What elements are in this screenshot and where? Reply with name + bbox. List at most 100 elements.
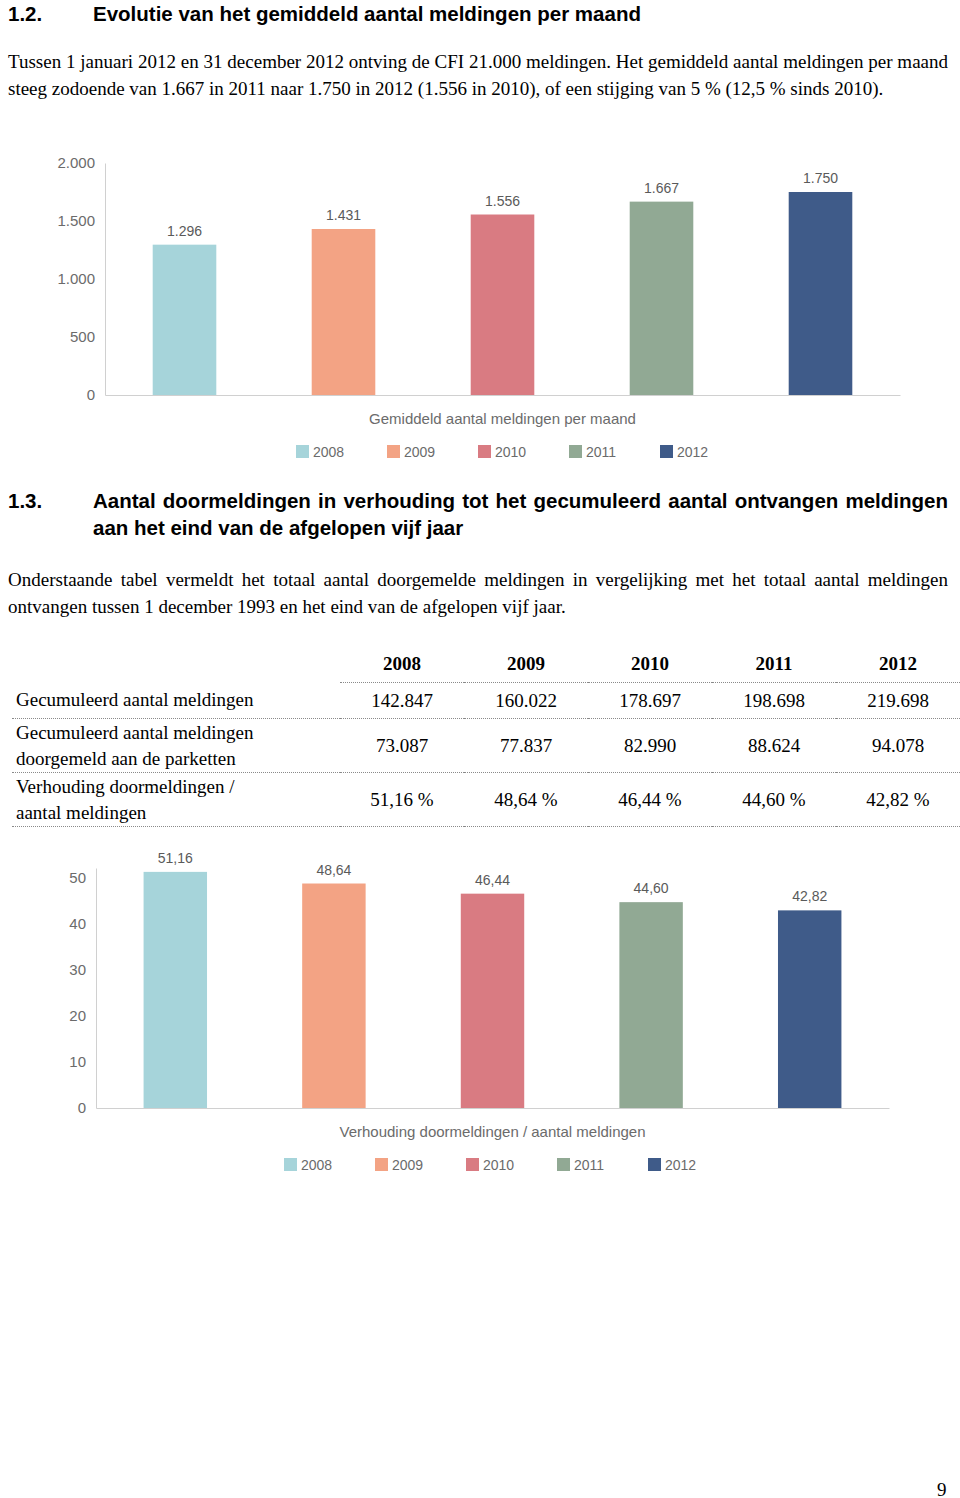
legend-item: 2011 <box>557 1157 604 1173</box>
tick: 2.000 <box>57 154 105 171</box>
bar <box>630 202 694 395</box>
y-axis: 0 500 1.000 1.500 2.000 <box>57 154 105 403</box>
tick: 1.500 <box>57 212 105 229</box>
page-number: 9 <box>937 1476 947 1498</box>
legend: 2008 2009 2010 2011 2012 <box>284 1157 696 1173</box>
tick-label: 0 <box>87 386 95 403</box>
legend-swatch <box>557 1158 570 1171</box>
legend-label: 2009 <box>404 444 435 460</box>
data-labels: 51,1648,6446,4444,6042,82 <box>158 850 828 904</box>
legend-label: 2011 <box>574 1157 604 1173</box>
data-table: 20082009201020112012 Gecumuleerd aantal m… <box>12 646 960 827</box>
data-label: 1.431 <box>326 207 361 223</box>
charts-canvas: 05001.0001.5002.0001.2961.4311.5561.6671… <box>0 0 960 1498</box>
label-line: Gecumuleerd aantal meldingen <box>16 720 340 746</box>
tick: 30 <box>69 961 96 978</box>
tick-label: 2.000 <box>57 154 95 171</box>
axis-line <box>96 869 97 1109</box>
bar <box>302 884 365 1108</box>
data-label: 51,16 <box>158 850 193 866</box>
table-row-label: Gecumuleerd aantal meldingendoorgemeld a… <box>12 719 340 773</box>
table-cell: 160.022 <box>464 683 588 719</box>
bars <box>144 872 842 1108</box>
table-cell: 77.837 <box>464 719 588 773</box>
legend-item: 2010 <box>466 1157 514 1173</box>
tick-label: 500 <box>70 328 95 345</box>
table-header-cell: 2011 <box>712 646 836 683</box>
table-cell: 178.697 <box>588 683 712 719</box>
legend-swatch <box>478 445 491 458</box>
legend-swatch <box>648 1158 661 1171</box>
table-header-cell: 2012 <box>836 646 960 683</box>
legend-label: 2011 <box>586 444 616 460</box>
table-header-row: 20082009201020112012 <box>12 646 960 683</box>
legend-swatch <box>660 445 673 458</box>
legend: 2008 2009 2010 2011 2012 <box>296 444 708 460</box>
data-label: 1.556 <box>485 193 520 209</box>
table-header-cell: 2009 <box>464 646 588 683</box>
bar <box>461 894 524 1108</box>
tick: 0 <box>87 386 105 403</box>
table-row: Verhouding doormeldingen /aantal melding… <box>12 773 960 827</box>
section-number: 1.3. <box>8 487 42 514</box>
legend-label: 2008 <box>301 1157 332 1173</box>
table-cell: 44,60 % <box>712 773 836 827</box>
table-row-label: Gecumuleerd aantal meldingen <box>12 683 340 719</box>
legend-item: 2011 <box>569 444 616 460</box>
table-cell: 46,44 % <box>588 773 712 827</box>
axis-line <box>105 164 106 396</box>
table-cell: 73.087 <box>340 719 464 773</box>
legend-swatch <box>284 1158 297 1171</box>
tick-label: 40 <box>69 915 86 932</box>
legend-item: 2012 <box>648 1157 696 1173</box>
x-axis: Gemiddeld aantal meldingen per maand <box>106 395 901 427</box>
tick: 50 <box>69 869 96 886</box>
legend-item: 2009 <box>375 1157 423 1173</box>
data-labels: 1.2961.4311.5561.6671.750 <box>167 170 838 239</box>
table-cell: 219.698 <box>836 683 960 719</box>
legend-label: 2010 <box>495 444 526 460</box>
table-cell: 51,16 % <box>340 773 464 827</box>
table-cell: 198.698 <box>712 683 836 719</box>
tick: 500 <box>70 328 105 345</box>
table-row-label: Verhouding doormeldingen /aantal melding… <box>12 773 340 827</box>
legend-item: 2008 <box>296 444 344 460</box>
tick: 1.000 <box>57 270 105 287</box>
tick-label: 10 <box>69 1053 86 1070</box>
legend-swatch <box>296 445 309 458</box>
table-header-cell: 2008 <box>340 646 464 683</box>
tick: 10 <box>69 1053 96 1070</box>
legend-swatch <box>569 445 582 458</box>
legend-swatch <box>387 445 400 458</box>
table-row: Gecumuleerd aantal meldingendoorgemeld a… <box>12 719 960 773</box>
legend-label: 2009 <box>392 1157 423 1173</box>
table-cell: 42,82 % <box>836 773 960 827</box>
table-cell: 142.847 <box>340 683 464 719</box>
legend-label: 2012 <box>677 444 708 460</box>
legend-swatch <box>466 1158 479 1171</box>
tick-label: 30 <box>69 961 86 978</box>
tick: Verhouding doormeldingen / aantal meldin… <box>339 1108 645 1140</box>
paragraph: Tussen 1 januari 2012 en 31 december 201… <box>8 48 948 102</box>
data-label: 1.667 <box>644 180 679 196</box>
table-cell: 48,64 % <box>464 773 588 827</box>
legend-item: 2009 <box>387 444 435 460</box>
legend-item: 2008 <box>284 1157 332 1173</box>
bar-chart: 05001.0001.5002.0001.2961.4311.5561.6671… <box>57 154 900 460</box>
tick-label: 1.500 <box>57 212 95 229</box>
legend-item: 2010 <box>478 444 526 460</box>
label-line: Gecumuleerd aantal meldingen <box>16 687 340 713</box>
legend-label: 2012 <box>665 1157 696 1173</box>
table-cell: 94.078 <box>836 719 960 773</box>
axis-line <box>106 395 901 396</box>
axis-line <box>97 1108 890 1109</box>
table-cell: 82.990 <box>588 719 712 773</box>
bar <box>153 245 217 395</box>
category-label: Gemiddeld aantal meldingen per maand <box>369 410 636 427</box>
bar <box>312 229 376 395</box>
bar <box>789 192 853 395</box>
table-header-cell: 2010 <box>588 646 712 683</box>
table-header-cell <box>12 646 340 683</box>
tick: Gemiddeld aantal meldingen per maand <box>369 395 636 427</box>
tick-label: 0 <box>78 1099 86 1116</box>
